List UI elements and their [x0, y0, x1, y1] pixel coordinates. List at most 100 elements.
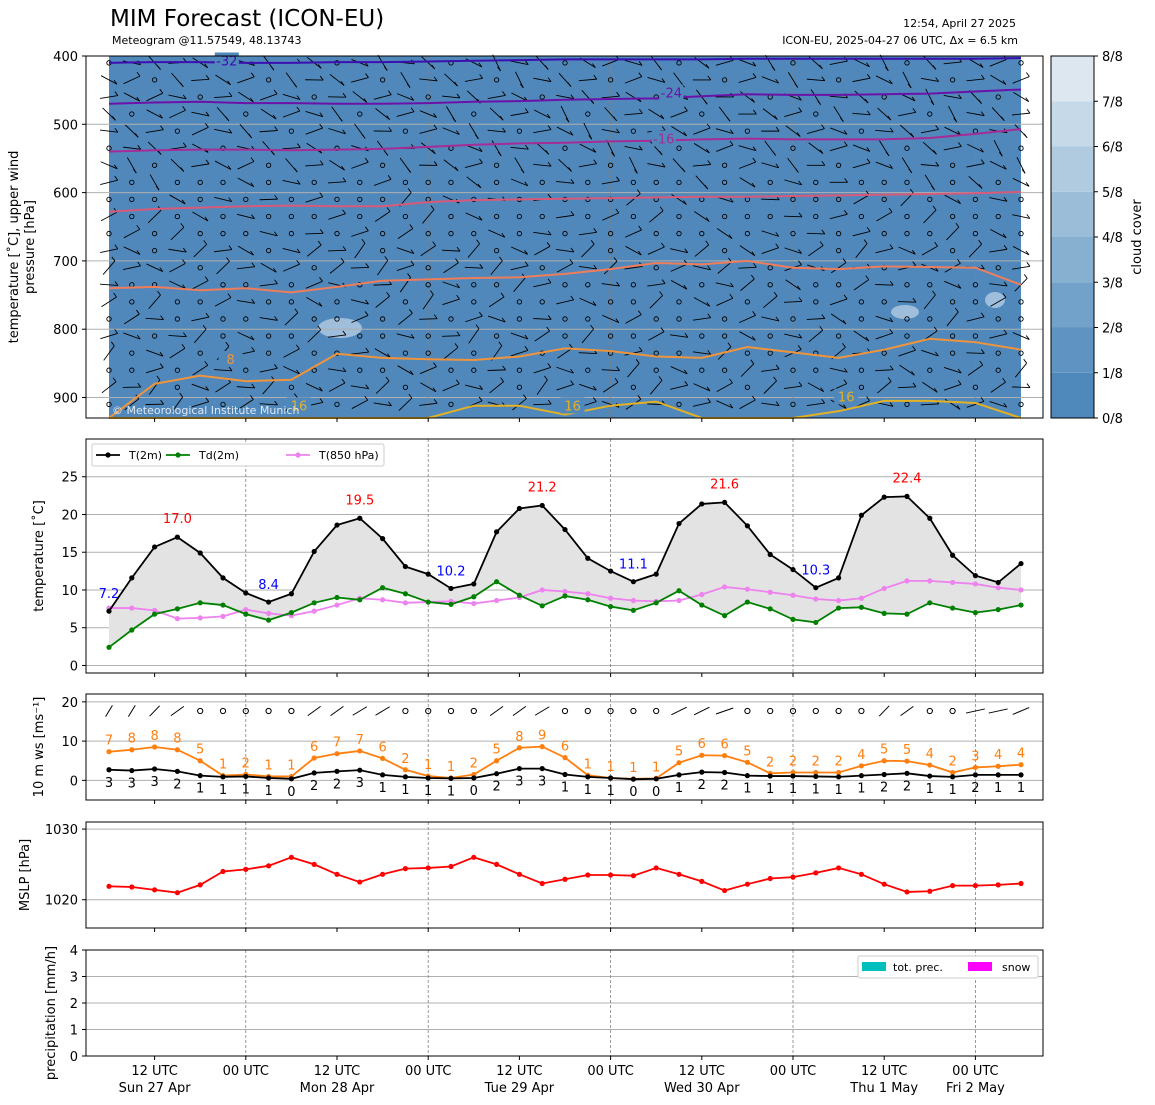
wind-barb-flag — [159, 363, 164, 368]
calm-wind-marker — [927, 111, 933, 117]
wind-barb — [146, 109, 163, 119]
wind-barb-flag — [819, 149, 824, 154]
series-t2m-point — [152, 544, 158, 550]
wind-mean-line-point — [972, 772, 979, 778]
wind-barb — [329, 160, 345, 171]
wind-barb — [739, 331, 756, 341]
wind-barb-flag — [110, 341, 115, 347]
calm-wind-marker — [835, 77, 842, 83]
wind-barb — [785, 279, 801, 291]
calm-wind-marker — [676, 350, 682, 356]
wind-barb — [99, 283, 119, 286]
wind-barb — [556, 384, 574, 391]
wind-barb — [629, 156, 638, 174]
calm-wind-marker — [653, 230, 659, 237]
wind-barb — [283, 365, 300, 375]
upper-air-y-tick-label: 500 — [53, 118, 78, 133]
wind-mean-line-point — [516, 765, 523, 772]
wind-barb-flag — [957, 258, 961, 264]
wind-barb-flag — [251, 262, 256, 267]
calm-wind-marker — [129, 213, 135, 220]
wind-barb-flag — [319, 123, 324, 129]
wind-barb — [1012, 76, 1030, 84]
gust-value-label: 7 — [105, 734, 113, 749]
colorbar-tick-label: 7/8 — [1102, 95, 1123, 110]
wind-barb-flag — [365, 73, 369, 78]
mslp-line-point — [402, 866, 408, 872]
wind-barb — [171, 396, 184, 412]
wind-barb — [422, 209, 435, 224]
wind-barb — [100, 95, 118, 99]
series-t2m-point — [106, 608, 112, 614]
wind-barb-flag — [250, 157, 255, 162]
wind-barb — [579, 143, 597, 153]
wind-barb — [853, 194, 870, 205]
series-td2m-point — [539, 603, 545, 609]
gust-value-label: 7 — [333, 736, 341, 751]
gust-value-label: 5 — [903, 743, 911, 758]
wind-barb-flag — [637, 395, 642, 400]
wind-barb-flag — [319, 398, 324, 403]
wind-barb — [694, 211, 710, 222]
x-tick-label: 12 UTC — [131, 1064, 177, 1079]
wind-barb — [946, 226, 960, 241]
wind-barb — [306, 142, 322, 154]
wind-barb — [375, 108, 390, 120]
series-t850hpa-point — [471, 600, 477, 607]
gust-value-label: 2 — [812, 755, 820, 770]
calm-wind-marker — [858, 299, 865, 305]
wind-barb — [515, 71, 524, 89]
wind-barb — [738, 59, 756, 67]
wind-barb-flag — [590, 240, 595, 245]
calm-wind-marker — [516, 384, 523, 390]
wind-barb — [214, 128, 232, 134]
wind-barb — [329, 261, 345, 274]
series-td2m-point — [676, 588, 682, 594]
legend-box — [91, 443, 385, 467]
calm-wind-marker — [243, 282, 249, 288]
wind-barb-flag — [884, 66, 889, 72]
contour-label: -32 — [216, 54, 237, 69]
wind-barb-flag — [546, 113, 551, 119]
wind-barb-flag — [638, 145, 643, 151]
wind-barb-flag — [134, 133, 139, 138]
wind-barb — [327, 249, 347, 252]
wind-barb-flag — [593, 264, 598, 270]
wind-barb — [556, 126, 574, 136]
wind-barb-flag — [569, 130, 574, 136]
calm-wind-marker — [311, 94, 317, 100]
wind-barb — [647, 76, 665, 83]
precipitation-y-tick-label: 3 — [70, 971, 78, 986]
calm-wind-marker — [174, 299, 181, 305]
colorbar-band — [1051, 56, 1094, 102]
wind-barb — [191, 383, 209, 391]
calm-wind-marker — [607, 299, 614, 305]
wind-barb-flag — [889, 127, 894, 133]
series-t2m-point — [630, 579, 637, 585]
wind-barb-flag — [111, 256, 116, 262]
wind-barb-flag — [797, 345, 802, 350]
wind-barb-flag — [455, 130, 460, 135]
wind-barb-flag — [889, 365, 894, 370]
wind-barb-flag — [273, 89, 278, 95]
series-t2m-point — [334, 522, 340, 528]
wind-barb-flag — [364, 157, 369, 163]
wind-barb-flag — [820, 387, 825, 392]
series-t2m-point — [471, 581, 477, 587]
mslp-line-point — [630, 873, 637, 879]
wind-barb — [649, 210, 664, 223]
calm-wind-marker — [448, 316, 454, 322]
wind-barb — [492, 54, 501, 72]
wind-barb — [330, 705, 344, 717]
wind-mean-line-point — [585, 774, 591, 780]
wind-barb-flag — [888, 79, 893, 85]
series-td2m-point — [767, 606, 773, 612]
calm-wind-marker — [151, 162, 158, 168]
colorbar-tick-label: 5/8 — [1102, 186, 1123, 201]
wind-barb-flag — [296, 95, 301, 100]
series-t2m-point — [767, 551, 773, 558]
wind-barb — [989, 248, 1008, 253]
wind-barb — [784, 179, 802, 186]
calm-wind-marker — [926, 707, 933, 715]
calm-wind-marker — [995, 179, 1001, 186]
